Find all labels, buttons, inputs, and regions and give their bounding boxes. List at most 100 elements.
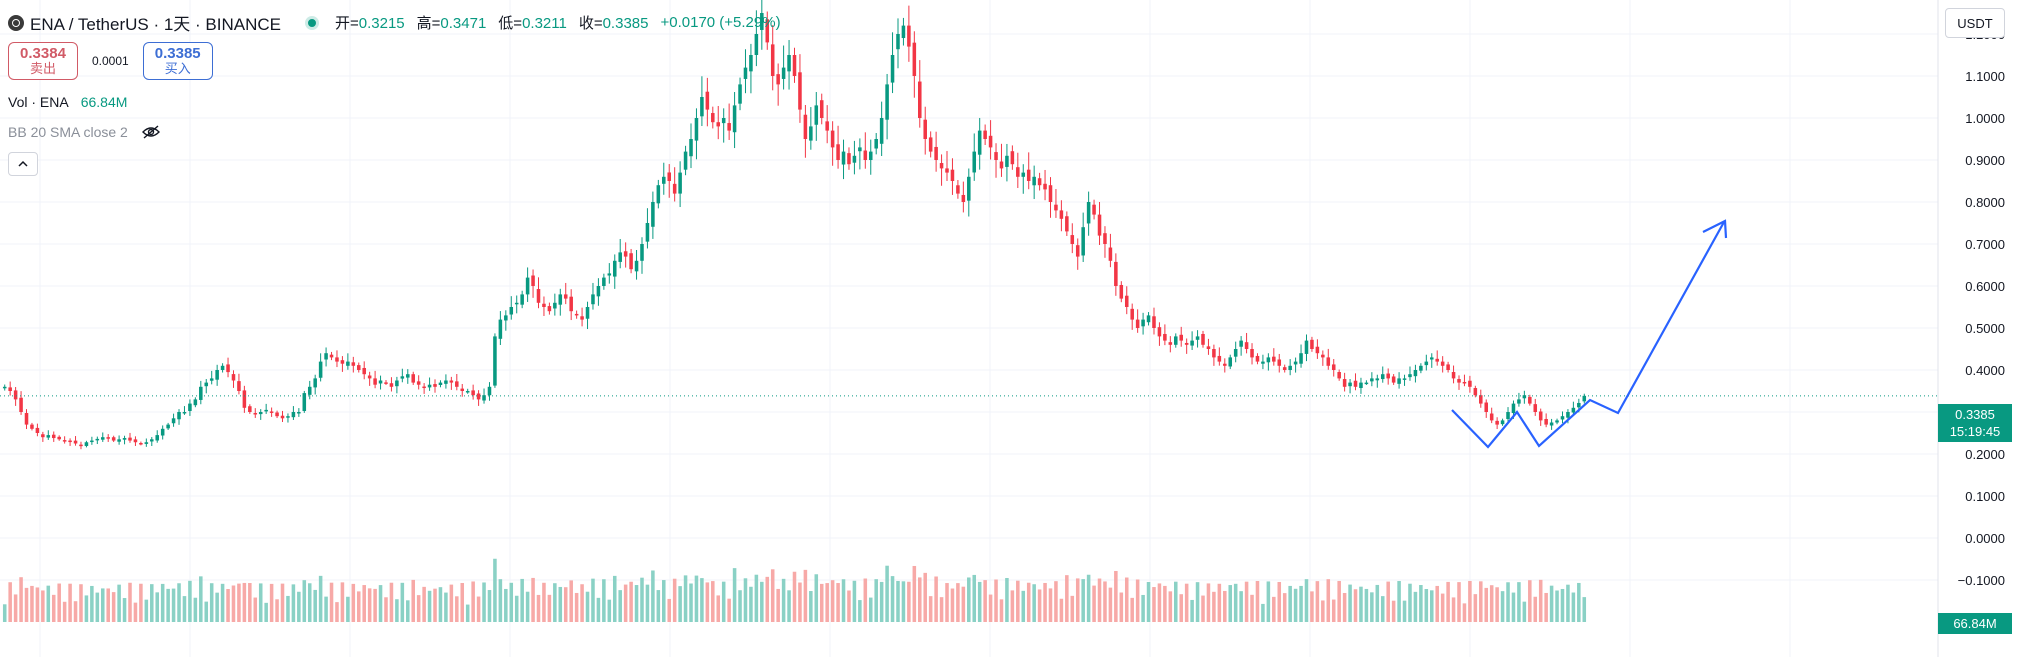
candle-body [504,315,508,321]
buy-price: 0.3385 [154,45,201,62]
ohlc-close: 收=0.3385 [578,15,649,32]
candle-body [918,81,922,118]
candle-body [1065,216,1069,232]
volume-bar [945,583,949,622]
candle-body [242,390,247,408]
candle-body [41,434,45,438]
candle-body [35,427,40,433]
candle-body [1549,422,1554,426]
candle-body [945,168,949,173]
volume-bar [51,594,56,622]
candle-body [487,386,492,396]
volume-bar [885,565,889,622]
volume-bar [24,587,29,622]
candle-body [367,375,372,379]
volume-bar [825,583,829,622]
current-price-tag: 0.3385 15:19:45 [1938,404,2012,442]
bollinger-legend[interactable]: BB 20 SMA close 2 [8,124,160,140]
candle-body [977,130,982,155]
candle-body [1359,382,1363,389]
candle-body [493,336,497,386]
candle-body [144,442,149,444]
volume-bar [1179,594,1183,622]
candle-body [1048,185,1053,202]
volume-bar [231,585,236,622]
candle-body [879,118,884,144]
volume-bar [1408,583,1412,622]
volume-bar [476,596,481,622]
ohlc-high: 高=0.3471 [416,15,487,32]
candle-body [721,118,726,124]
candle-body [1212,349,1216,358]
volume-legend[interactable]: Vol · ENA 66.84M [8,94,127,110]
volume-bar [1511,592,1516,622]
currency-button[interactable]: USDT [1945,8,2005,38]
candle-body [226,364,230,373]
volume-bar [1065,575,1069,622]
volume-bar [362,585,366,622]
volume-bar [907,581,911,622]
volume-bar [1538,579,1543,622]
candle-body [139,443,143,445]
price-tick-label: 0.1000 [1965,489,2005,504]
volume-bar [340,582,345,622]
candle-body [787,55,791,72]
candle-body [182,412,187,414]
volume-bar [1397,581,1401,622]
candle-body [939,163,944,169]
candle-body [1141,319,1145,327]
buy-button[interactable]: 0.3385 买入 [142,42,213,80]
candle-body [1402,378,1407,380]
volume-bar [585,591,590,622]
candle-body [1386,373,1390,379]
candle-body [858,147,862,152]
volume-bar [1528,580,1532,622]
volume-bar [700,578,704,622]
candle-body [961,194,966,202]
candle-body [1054,204,1058,211]
volume-bar [57,583,61,622]
candle-body [1037,178,1042,186]
volume-bar [1533,596,1538,622]
trend-drawing[interactable] [1451,219,1728,449]
candle-body [100,437,105,440]
candle-body [318,361,323,378]
volume-bar [13,594,18,622]
volume-bar [356,591,361,622]
candle-body [1059,210,1064,219]
volume-bar [1321,600,1325,622]
candle-body [1250,349,1254,358]
candle-body [1337,372,1341,379]
candle-body [395,380,399,387]
candle-body [1103,233,1107,244]
candle-body [1528,396,1532,404]
candle-body [1097,214,1102,236]
collapse-legend-button[interactable] [8,152,38,176]
volume-bar [30,585,34,622]
volume-bar [1435,585,1439,622]
trade-buttons: 0.3384 卖出 0.0001 0.3385 买入 [8,42,213,80]
volume-bar [1195,582,1200,622]
volume-bar [1424,589,1429,622]
sell-button[interactable]: 0.3384 卖出 [8,42,78,80]
candle-body [1174,336,1178,345]
volume-bar [1026,582,1031,622]
candle-body [863,150,868,160]
candle-body [133,439,138,443]
hidden-eye-icon[interactable] [141,125,160,139]
candle-body [460,388,465,391]
candle-body [607,273,612,276]
market-status-icon[interactable] [304,15,319,30]
candle-body [819,100,824,118]
symbol-title[interactable]: ENA / TetherUS · 1天 · BINANCE [30,15,281,34]
candle-body [57,436,61,440]
candle-body [1353,380,1358,387]
candle-body [760,13,764,30]
volume-bar [536,594,541,622]
volume-bar [199,576,203,622]
volume-bar [346,596,350,622]
volume-bar [90,585,94,622]
candle-body [253,413,258,415]
volume-bar [1086,574,1091,622]
